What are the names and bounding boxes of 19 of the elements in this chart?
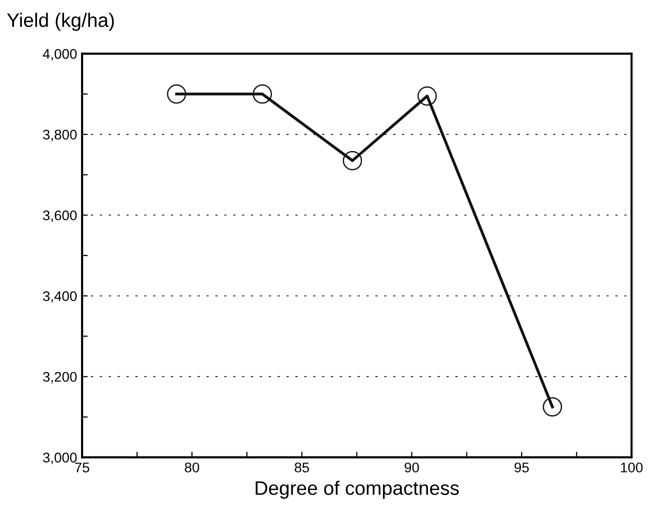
x-tick-label: 85 [294, 462, 310, 472]
y-axis-title: Yield (kg/ha) [7, 12, 114, 31]
point [542, 397, 562, 417]
point [252, 84, 272, 104]
y-tick-label: 3,800 [43, 130, 77, 142]
x-axis-title: Degree of compactness [256, 480, 459, 499]
y-tick-label: 3,200 [43, 372, 77, 384]
text: 3,000 [43, 452, 77, 464]
point [166, 84, 186, 104]
x-tick-label: 95 [514, 462, 529, 472]
x-tick-label: 90 [404, 462, 419, 472]
x-tick-label: 75 [75, 462, 90, 472]
y-tick-label: 3,400 [43, 291, 77, 303]
y-tick-label: 4,000 [42, 48, 77, 60]
point [342, 150, 362, 170]
point [417, 86, 437, 106]
x-tick-label: 100 [621, 462, 643, 472]
y-tick-label: 3,600 [43, 210, 77, 222]
x-tick-label: 80 [184, 462, 200, 472]
